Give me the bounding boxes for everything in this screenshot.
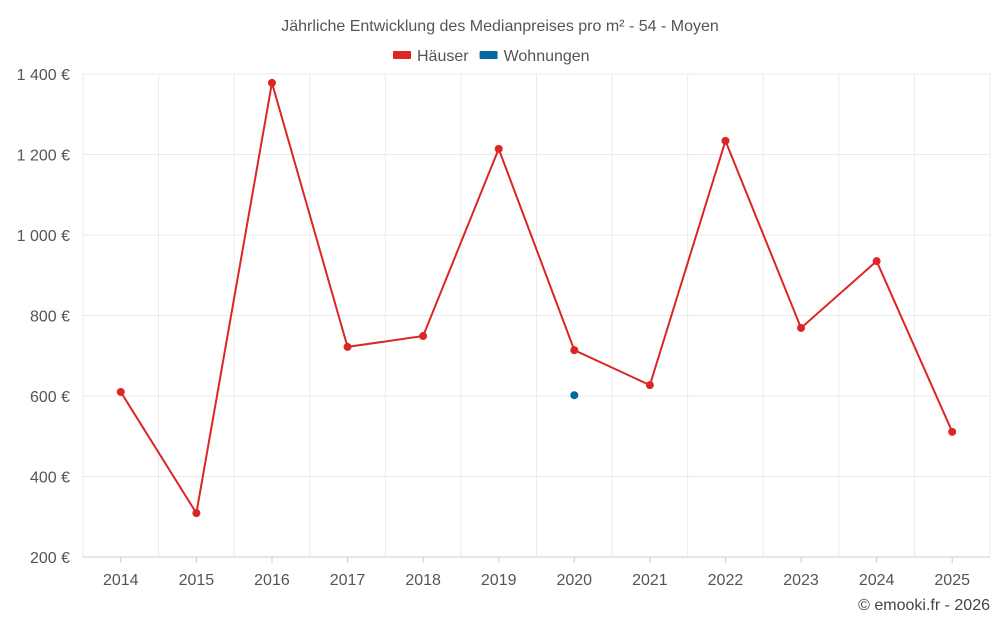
x-tick-label: 2022 xyxy=(708,572,744,589)
x-tick-label: 2018 xyxy=(405,572,441,589)
data-point xyxy=(797,323,806,332)
data-point xyxy=(267,78,276,87)
series-line-häuser xyxy=(119,82,954,516)
x-tick-label: 2020 xyxy=(556,572,592,589)
series xyxy=(116,78,957,518)
data-point xyxy=(192,509,201,518)
x-tick-label: 2025 xyxy=(934,572,970,589)
legend-swatch xyxy=(479,51,498,59)
y-tick-label: 600 € xyxy=(30,389,70,406)
x-tick-label: 2019 xyxy=(481,572,517,589)
x-tick-label: 2016 xyxy=(254,572,290,589)
y-tick-label: 400 € xyxy=(30,470,70,487)
legend-swatch xyxy=(393,51,411,59)
y-tick-label: 800 € xyxy=(30,309,70,326)
credit: © emooki.fr - 2026 xyxy=(858,597,990,614)
data-point xyxy=(494,144,503,153)
axes: 200 € 400 € 600 € 800 € 1 000 € 1 200 € 1 400 … xyxy=(17,67,990,589)
data-point xyxy=(116,387,125,396)
y-tick-label: 1 200 € xyxy=(17,148,70,165)
x-tick-label: 2021 xyxy=(632,572,668,589)
data-point xyxy=(343,342,352,351)
data-point xyxy=(570,391,579,400)
y-tick-label: 1 400 € xyxy=(17,67,70,84)
legend-label: Häuser xyxy=(417,48,469,65)
chart-title: Jährliche Entwicklung des Medianpreises … xyxy=(281,18,719,35)
data-point xyxy=(872,257,881,266)
legend: Häuser Wohnungen xyxy=(393,48,590,65)
x-tick-label: 2017 xyxy=(330,572,366,589)
x-tick-label: 2015 xyxy=(179,572,215,589)
x-tick-label: 2014 xyxy=(103,572,139,589)
y-tick-label: 1 000 € xyxy=(17,228,70,245)
x-tick-label: 2024 xyxy=(859,572,895,589)
legend-label: Wohnungen xyxy=(504,48,590,65)
data-point xyxy=(570,346,579,355)
data-point xyxy=(645,381,654,390)
y-tick-label: 200 € xyxy=(30,550,70,567)
grid xyxy=(82,73,991,558)
data-point xyxy=(721,136,730,145)
data-point xyxy=(419,332,428,341)
x-tick-label: 2023 xyxy=(783,572,819,589)
data-point xyxy=(948,427,957,436)
